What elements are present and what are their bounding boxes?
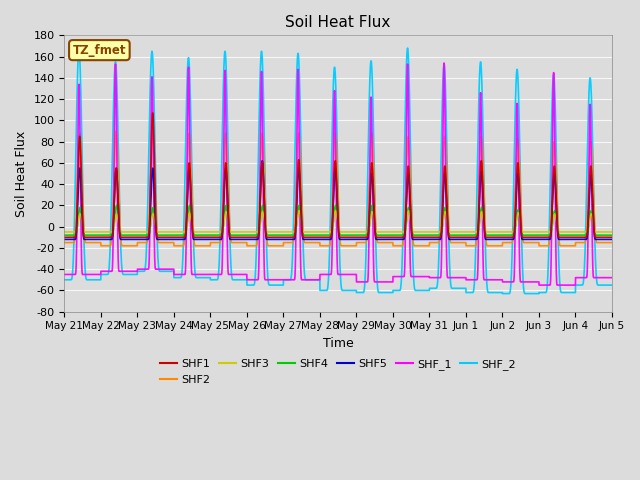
X-axis label: Time: Time xyxy=(323,337,353,350)
Legend: SHF1, SHF2, SHF3, SHF4, SHF5, SHF_1, SHF_2: SHF1, SHF2, SHF3, SHF4, SHF5, SHF_1, SHF… xyxy=(156,355,520,389)
Title: Soil Heat Flux: Soil Heat Flux xyxy=(285,15,391,30)
Y-axis label: Soil Heat Flux: Soil Heat Flux xyxy=(15,131,28,216)
Text: TZ_fmet: TZ_fmet xyxy=(72,44,126,57)
